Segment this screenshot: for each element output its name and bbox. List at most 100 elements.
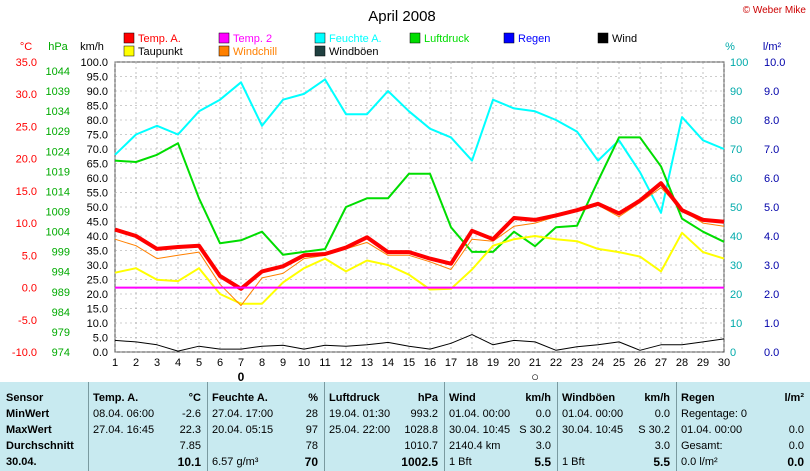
table-cell-left: 30.04. 10:45 <box>562 424 624 436</box>
x-tick-label: 25 <box>613 357 625 369</box>
series-layer <box>114 78 725 352</box>
x-tick-label: 3 <box>154 357 160 369</box>
legend-entry: Feuchte A. <box>329 33 382 45</box>
table-unit: hPa <box>417 392 438 404</box>
hum-axis-label: % <box>725 41 735 53</box>
wind-tick-label: 100.0 <box>80 57 108 69</box>
x-tick-label: 7 <box>238 357 244 369</box>
table-cell-value: 5.5 <box>653 455 670 469</box>
wind-tick-label: 5.0 <box>93 333 108 345</box>
table-cell-value: 3.0 <box>654 440 670 452</box>
press-tick-label: 1009 <box>46 207 70 219</box>
x-tick-label: 22 <box>550 357 562 369</box>
x-tick-label: 27 <box>655 357 667 369</box>
table-cell-value: 0.0 <box>787 455 804 469</box>
x-tick-label: 23 <box>571 357 583 369</box>
axes: °C hPa km/h% l/m² 35.0 30.0 25.0 20.0 15.0 10.0 5.… <box>12 41 786 359</box>
press-tick-label: 989 <box>52 287 70 299</box>
table-cell-left: 30.04. 10:45 <box>449 424 511 436</box>
temp-tick-label: 5.0 <box>22 250 37 262</box>
hum-tick-label: 20 <box>730 289 742 301</box>
x-tick-label: 14 <box>382 357 394 369</box>
legend-entry: Temp. 2 <box>233 33 272 45</box>
x-tick-label: 21 <box>529 357 541 369</box>
x-tick-label: 26 <box>634 357 646 369</box>
hum-tick-label: 40 <box>730 231 742 243</box>
table-cell-left: 1 Bft <box>562 456 585 468</box>
hum-tick-label: 90 <box>730 86 742 98</box>
legend-swatch <box>123 32 135 44</box>
table-cell-left: 2140.4 km <box>449 440 501 452</box>
temp-axis-label: °C <box>20 41 32 53</box>
press-tick-label: 1019 <box>46 166 70 178</box>
temp-tick-label: 0.0 <box>22 283 37 295</box>
legend-entry: Temp. A. <box>138 33 181 45</box>
legend-swatch <box>123 45 135 57</box>
table-cell-value: 0.0 <box>654 408 670 420</box>
wind-tick-label: 90.0 <box>87 86 108 98</box>
press-tick-label: 999 <box>52 247 70 259</box>
wind-tick-label: 35.0 <box>87 246 108 258</box>
x-tick-label: 1 <box>112 357 118 369</box>
table-cell-value: 70 <box>304 455 318 469</box>
x-tick-label: 28 <box>676 357 688 369</box>
x-tick-label: 20 <box>508 357 520 369</box>
table-cell-left: 0.0 l/m² <box>681 456 718 468</box>
rain-axis-label: l/m² <box>763 41 782 53</box>
wind-tick-label: 30.0 <box>87 260 108 272</box>
weather-chart: April 2008 © Weber Mike Temp. A. Temp. 2 F… <box>12 5 807 382</box>
hum-tick-label: 80 <box>730 115 742 127</box>
column-separator <box>444 382 445 471</box>
table-cell-left: 01.04. 00:00 <box>681 424 743 436</box>
row-label: 30.04. <box>6 456 37 468</box>
moon-full-marker: ○ <box>531 369 539 382</box>
row-label: MaxWert <box>6 424 52 436</box>
table-cell-left: Gesamt: <box>681 440 723 452</box>
legend-swatch <box>503 32 515 44</box>
wind-tick-label: 50.0 <box>87 202 108 214</box>
table-cell-value: 0.0 <box>535 408 551 420</box>
legend-entry: Luftdruck <box>424 33 470 45</box>
rain-tick-label: 10.0 <box>764 57 785 69</box>
table-cell-value: 28 <box>305 408 318 420</box>
x-tick-label: 17 <box>445 357 457 369</box>
temp-tick-label: 10.0 <box>16 218 37 230</box>
legend-swatch <box>314 32 326 44</box>
table-cell-left: 27.04. 16:45 <box>93 424 155 436</box>
legend-entry: Taupunkt <box>138 46 183 58</box>
temp-tick-label: 25.0 <box>16 121 37 133</box>
press-tick-label: 1024 <box>46 146 70 158</box>
wind-axis-label: km/h <box>80 41 104 53</box>
x-tick-label: 4 <box>175 357 181 369</box>
wind-tick-label: 65.0 <box>87 159 108 171</box>
x-tick-label: 19 <box>487 357 499 369</box>
wind-tick-label: 70.0 <box>87 144 108 156</box>
row-label: MinWert <box>6 408 50 420</box>
wind-tick-label: 85.0 <box>87 101 108 113</box>
press-tick-label: 1029 <box>46 126 70 138</box>
table-header: Regen <box>681 392 715 404</box>
press-tick-label: 979 <box>52 327 70 339</box>
x-tick-label: 11 <box>319 357 330 369</box>
rain-tick-label: 0.0 <box>764 347 779 359</box>
x-tick-label: 13 <box>361 357 373 369</box>
rain-tick-label: 9.0 <box>764 86 779 98</box>
x-tick-label: 8 <box>259 357 265 369</box>
x-tick-label: 2 <box>133 357 139 369</box>
press-tick-label: 1044 <box>46 66 70 78</box>
press-tick-label: 974 <box>52 347 70 359</box>
table-cell-value: 0.0 <box>788 424 804 436</box>
temp-tick-label: 15.0 <box>16 186 37 198</box>
temp-tick-label: 35.0 <box>16 57 37 69</box>
rain-tick-label: 6.0 <box>764 173 779 185</box>
table-header: Feuchte A. <box>212 392 268 404</box>
press-tick-label: 994 <box>52 267 70 279</box>
rain-tick-label: 8.0 <box>764 115 779 127</box>
legend-swatch <box>409 32 421 44</box>
legend: Temp. A. Temp. 2 Feuchte A. Luftdruck Regen W… <box>123 32 637 58</box>
hum-tick-label: 0 <box>730 347 736 359</box>
rain-tick-label: 3.0 <box>764 260 779 272</box>
x-tick-labels: 1 2 3 4 5 6 7 8 9 10 11 12 13 14 15 16 17 18 19 20 21 22 23 24 2… <box>112 357 730 382</box>
table-cell-value: 78 <box>305 440 318 452</box>
hum-tick-label: 10 <box>730 318 742 330</box>
